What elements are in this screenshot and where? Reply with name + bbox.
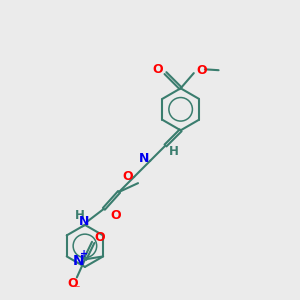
Text: ⁻: ⁻ [73, 283, 80, 296]
Text: O: O [122, 170, 133, 183]
Text: H: H [169, 146, 178, 158]
Text: O: O [196, 64, 207, 77]
Text: O: O [94, 231, 105, 244]
Text: O: O [111, 209, 122, 222]
Text: H: H [75, 209, 85, 222]
Text: O: O [152, 63, 163, 76]
Text: O: O [67, 277, 78, 290]
Text: N: N [79, 215, 89, 228]
Text: N: N [73, 254, 84, 268]
Text: N: N [139, 152, 149, 165]
Text: +: + [80, 249, 88, 259]
